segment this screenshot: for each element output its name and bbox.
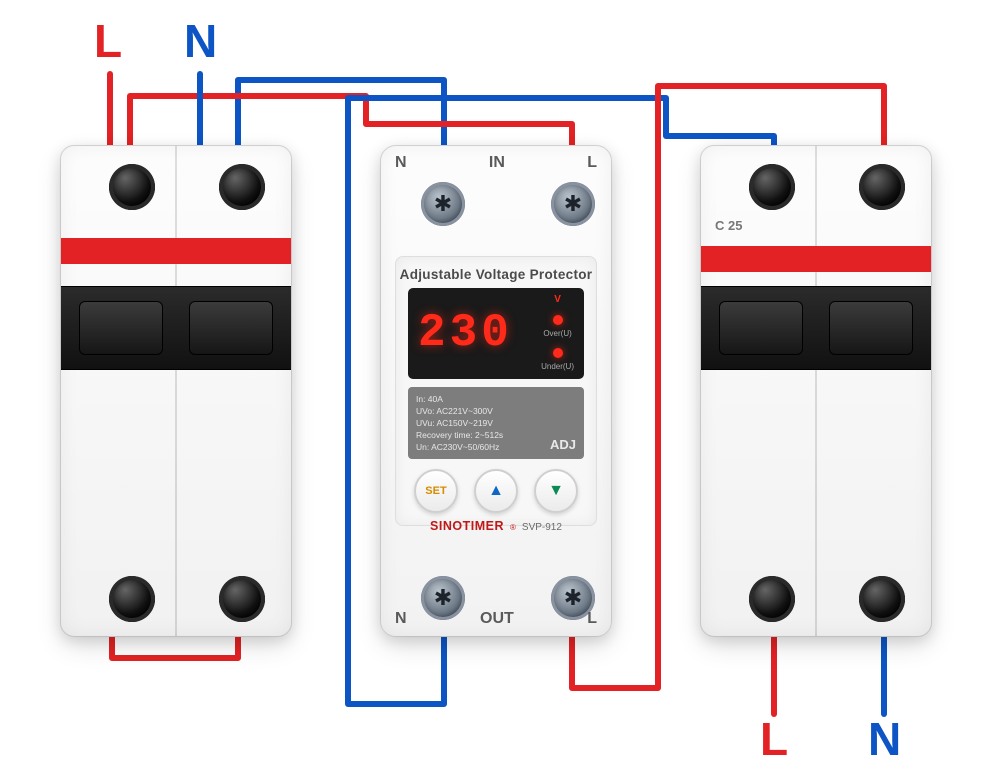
- voltage-protector: N IN L Adjustable Voltage Protector 230 …: [380, 145, 612, 637]
- label-top-L: L: [94, 14, 122, 68]
- breaker-right-bot-N-terminal[interactable]: [859, 576, 905, 622]
- vp-spec-line: UVu: AC150V~219V: [416, 418, 503, 428]
- wiring-diagram: L N N IN L Adjustable Voltage Protector …: [0, 0, 989, 775]
- vp-display: 230 V Over(U) Under(U): [408, 288, 584, 379]
- vp-out-L-label: L: [587, 610, 597, 628]
- vp-spec-line: UVo: AC221V~300V: [416, 406, 503, 416]
- breaker-right-bot-L-terminal[interactable]: [749, 576, 795, 622]
- vp-up-button[interactable]: ▲: [474, 469, 518, 513]
- vp-overvoltage-led: [553, 315, 563, 325]
- vp-set-button[interactable]: SET: [414, 469, 458, 513]
- vp-led2-label: Under(U): [541, 362, 574, 371]
- vp-in-N-screw[interactable]: [421, 182, 465, 226]
- breaker-right-top-N-terminal[interactable]: [859, 164, 905, 210]
- breaker-left-top-L-terminal[interactable]: [109, 164, 155, 210]
- vp-spec-line: Un: AC230V~50/60Hz: [416, 442, 503, 452]
- vp-spec-line: Recovery time: 2~512s: [416, 430, 503, 440]
- vp-brand: SINOTIMER: [430, 519, 504, 533]
- vp-title: Adjustable Voltage Protector: [396, 267, 596, 282]
- vp-registered: ®: [510, 523, 516, 532]
- vp-in-L-label: L: [587, 154, 597, 172]
- label-bottom-N: N: [868, 712, 901, 766]
- breaker-right-model: C 25: [715, 218, 742, 233]
- vp-spec-panel: In: 40A UVo: AC221V~300V UVu: AC150V~219V R…: [408, 387, 584, 459]
- label-top-N: N: [184, 14, 217, 68]
- vp-unit: V: [554, 294, 561, 305]
- breaker-left-bot-L-terminal[interactable]: [109, 576, 155, 622]
- breaker-left-band: [61, 238, 291, 264]
- vp-led1-label: Over(U): [543, 329, 571, 338]
- label-bottom-L: L: [760, 712, 788, 766]
- vp-down-button[interactable]: ▼: [534, 469, 578, 513]
- vp-face: Adjustable Voltage Protector 230 V Over(…: [395, 256, 597, 526]
- vp-undervoltage-led: [553, 348, 563, 358]
- vp-in-label: IN: [489, 154, 505, 172]
- breaker-right-switch[interactable]: [701, 286, 931, 370]
- vp-in-N-label: N: [395, 154, 407, 172]
- breaker-left-bot-N-terminal[interactable]: [219, 576, 265, 622]
- vp-in-L-screw[interactable]: [551, 182, 595, 226]
- breaker-left-switch[interactable]: [61, 286, 291, 370]
- vp-spec-line: In: 40A: [416, 394, 503, 404]
- vp-model: SVP-912: [522, 522, 562, 533]
- vp-out-label: OUT: [480, 610, 514, 628]
- breaker-right-top-L-terminal[interactable]: [749, 164, 795, 210]
- breaker-right: C 25: [700, 145, 932, 637]
- breaker-left-top-N-terminal[interactable]: [219, 164, 265, 210]
- vp-display-value: 230: [418, 307, 513, 359]
- vp-out-N-label: N: [395, 610, 407, 628]
- breaker-right-band: [701, 246, 931, 272]
- vp-in-band: N IN L: [381, 152, 611, 174]
- vp-adj-label: ADJ: [550, 437, 576, 452]
- vp-out-band: N OUT L: [381, 608, 611, 630]
- breaker-left: [60, 145, 292, 637]
